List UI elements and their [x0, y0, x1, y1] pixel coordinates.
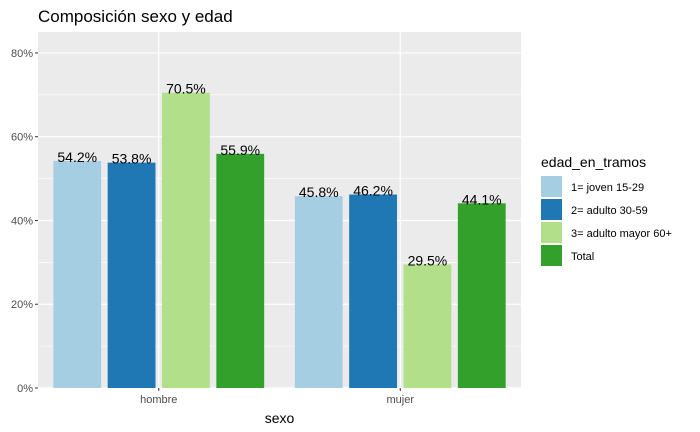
y-axis: 0% 20% 40% 60% 80% [11, 48, 38, 395]
bar [349, 194, 397, 388]
legend-key [541, 199, 562, 220]
data-label: 54.2% [57, 149, 97, 165]
data-label: 46.2% [353, 183, 393, 199]
bar [294, 196, 343, 388]
y-tick-label: 80% [11, 48, 33, 60]
legend-key [541, 222, 562, 243]
bar [403, 264, 452, 388]
legend-label: 1= joven 15-29 [571, 182, 644, 194]
data-label: 29.5% [408, 252, 448, 268]
legend-label: 2= adulto 30-59 [571, 205, 648, 217]
y-tick-label: 0% [17, 383, 33, 395]
data-label: 53.8% [112, 151, 152, 167]
legend-label: 3= adulto mayor 60+ [571, 228, 672, 240]
legend: edad_en_tramos 1= joven 15-29 2= adulto 3… [541, 154, 672, 266]
legend-key [541, 176, 562, 197]
bar [162, 92, 210, 389]
legend-title: edad_en_tramos [541, 154, 646, 170]
chart-title: Composición sexo y edad [38, 7, 233, 26]
x-axis-title: sexo [265, 410, 295, 426]
x-tick-label: mujer [386, 394, 414, 406]
data-label: 70.5% [166, 81, 206, 97]
bars [53, 92, 506, 389]
y-tick-label: 20% [11, 299, 33, 311]
data-labels: 54.2% 53.8% 70.5% 55.9% 45.8% 46.2% 29.5% 44.1% [57, 81, 501, 269]
legend-items: 1= joven 15-29 2= adulto 30-59 3= adulto m… [541, 176, 672, 266]
data-label: 45.8% [299, 184, 339, 200]
data-label: 55.9% [220, 142, 260, 158]
bar [457, 203, 506, 388]
bar [216, 153, 265, 388]
bar [107, 162, 156, 388]
bar [53, 160, 102, 388]
legend-label: Total [571, 251, 594, 263]
data-label: 44.1% [462, 191, 502, 207]
y-tick-label: 40% [11, 215, 33, 227]
x-axis: hombre mujer [140, 388, 414, 406]
y-tick-label: 60% [11, 132, 33, 144]
legend-key [541, 245, 562, 266]
x-tick-label: hombre [140, 394, 177, 406]
